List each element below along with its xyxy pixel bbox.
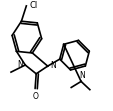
Text: N: N (78, 71, 84, 80)
Text: N: N (50, 61, 55, 70)
Text: Cl: Cl (29, 1, 37, 10)
Text: N: N (17, 60, 22, 69)
Text: O: O (32, 92, 38, 101)
